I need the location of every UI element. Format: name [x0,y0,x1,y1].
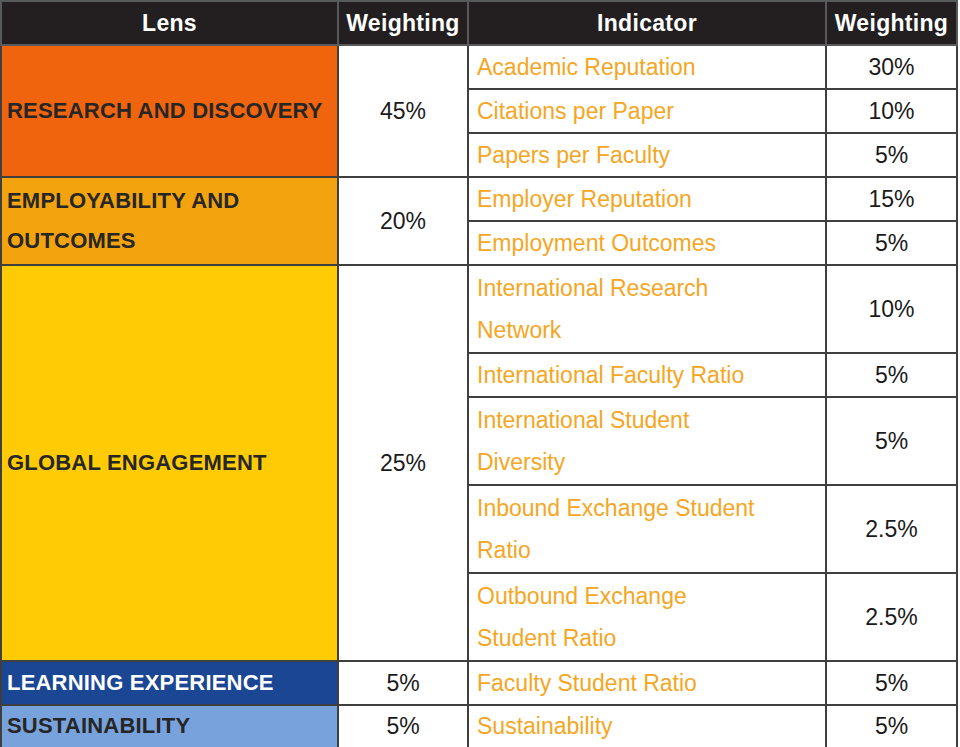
lens-label: EMPLOYABILITY AND OUTCOMES [7,181,327,261]
lens-weighting-value: 20% [338,177,468,265]
indicator-weighting-value: 5% [826,661,957,705]
indicator-cell: Sustainability [468,705,826,747]
column-header-weighting: Weighting [338,1,468,45]
lens-label: SUSTAINABILITY [7,706,190,746]
lens-weighting-value: 25% [338,265,468,661]
indicator-cell: International Faculty Ratio [468,353,826,397]
header-row: Lens Weighting Indicator Weighting [1,1,957,45]
indicator-cell: Employer Reputation [468,177,826,221]
lens-weighting-value: 45% [338,45,468,177]
lens-cell-research-and-discovery: RESEARCH AND DISCOVERY [1,45,338,177]
indicator-label: International Student Diversity [477,399,769,483]
indicator-weighting-value: 10% [826,265,957,353]
table-row: EMPLOYABILITY AND OUTCOMES 20% Employer … [1,177,957,221]
indicator-cell: Employment Outcomes [468,221,826,265]
lens-weighting-value: 5% [338,705,468,747]
lens-weighting-value: 5% [338,661,468,705]
indicator-weighting-value: 10% [826,89,957,133]
lens-cell-sustainability: SUSTAINABILITY [1,705,338,747]
indicator-cell: Faculty Student Ratio [468,661,826,705]
lens-cell-employability-and-outcomes: EMPLOYABILITY AND OUTCOMES [1,177,338,265]
indicator-cell: International Student Diversity [468,397,826,485]
lens-cell-global-engagement: GLOBAL ENGAGEMENT [1,265,338,661]
lens-cell-learning-experience: LEARNING EXPERIENCE [1,661,338,705]
column-header-indicator-weighting: Weighting [826,1,957,45]
indicator-cell: Papers per Faculty [468,133,826,177]
indicator-weighting-value: 5% [826,397,957,485]
indicator-weighting-value: 5% [826,221,957,265]
column-header-indicator: Indicator [468,1,826,45]
indicator-label: International Faculty Ratio [477,361,744,390]
table-row: LEARNING EXPERIENCE 5% Faculty Student R… [1,661,957,705]
table-row: GLOBAL ENGAGEMENT 25% International Rese… [1,265,957,353]
table-row: SUSTAINABILITY 5% Sustainability 5% [1,705,957,747]
lens-label: RESEARCH AND DISCOVERY [7,91,323,131]
indicator-label: Outbound Exchange Student Ratio [477,575,769,659]
indicator-cell: Citations per Paper [468,89,826,133]
table-row: RESEARCH AND DISCOVERY 45% Academic Repu… [1,45,957,89]
indicator-cell: Inbound Exchange Student Ratio [468,485,826,573]
indicator-weighting-value: 5% [826,353,957,397]
indicator-label: International Research Network [477,267,769,351]
indicator-weighting-value: 30% [826,45,957,89]
indicator-label: Academic Reputation [477,53,696,82]
indicator-cell: International Research Network [468,265,826,353]
indicator-label: Employment Outcomes [477,229,716,258]
lens-label: LEARNING EXPERIENCE [7,663,274,703]
indicator-label: Employer Reputation [477,185,692,214]
indicator-label: Citations per Paper [477,97,674,126]
indicator-label: Papers per Faculty [477,141,670,170]
lens-label: GLOBAL ENGAGEMENT [7,443,267,483]
indicator-weighting-value: 15% [826,177,957,221]
indicator-label: Faculty Student Ratio [477,669,697,698]
indicator-cell: Academic Reputation [468,45,826,89]
indicator-weighting-value: 5% [826,133,957,177]
column-header-lens: Lens [1,1,338,45]
methodology-table: Lens Weighting Indicator Weighting RESEA… [0,0,958,747]
indicator-label: Inbound Exchange Student Ratio [477,487,769,571]
indicator-weighting-value: 5% [826,705,957,747]
indicator-weighting-value: 2.5% [826,573,957,661]
indicator-label: Sustainability [477,712,613,741]
indicator-cell: Outbound Exchange Student Ratio [468,573,826,661]
indicator-weighting-value: 2.5% [826,485,957,573]
page: Lens Weighting Indicator Weighting RESEA… [0,0,960,747]
